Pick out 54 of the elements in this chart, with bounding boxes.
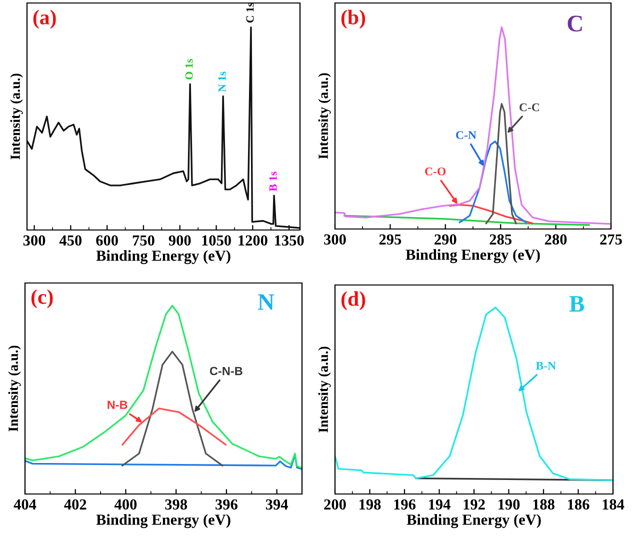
x-tick-label: 600 (96, 235, 118, 246)
x-tick-label: 290 (434, 234, 456, 245)
x-tick-label: 400 (114, 499, 137, 510)
chart-title: (a) (33, 10, 56, 29)
annotation: C-C (520, 103, 540, 112)
annotation: N (258, 294, 274, 310)
x-axis-title: Binding Energy (eV) (406, 514, 541, 528)
y-axis-title: Intensity (a.u.) (318, 346, 331, 432)
x-tick-label: 190 (498, 499, 520, 510)
y-axis-title: Intensity (a.u.) (318, 73, 331, 159)
y-axis-title: Intensity (a.u.) (10, 74, 23, 160)
x-tick-label: 188 (533, 499, 554, 510)
annotation: C-O (425, 167, 446, 176)
annotation: C-N (456, 131, 476, 140)
x-tick-label: 184 (602, 499, 624, 510)
x-tick-label: 280 (544, 234, 567, 245)
annotation: C-N-B (210, 366, 242, 376)
x-tick-label: 750 (132, 235, 154, 246)
x-tick-label: 192 (464, 499, 485, 510)
x-tick-label: 402 (64, 499, 86, 510)
x-tick-label: 900 (168, 235, 191, 246)
x-tick-label: 1350 (275, 235, 304, 246)
x-tick-label: 295 (379, 234, 402, 245)
x-tick-label: 450 (59, 235, 82, 246)
x-tick-label: 396 (216, 499, 238, 510)
annotation: C 1s (246, 2, 254, 23)
annotation: B 1s (269, 172, 277, 192)
x-tick-label: 1050 (202, 235, 231, 246)
chart-title: (b) (341, 10, 366, 29)
x-axis-title: Binding Energy (eV) (96, 250, 230, 264)
x-tick-label: 394 (266, 499, 288, 510)
x-tick-label: 275 (600, 234, 622, 245)
annotation: B-N (536, 362, 556, 370)
x-tick-label: 300 (23, 235, 46, 246)
annotation: B (569, 296, 584, 312)
chart-title: (c) (31, 289, 53, 308)
x-tick-label: 196 (394, 499, 416, 510)
x-tick-label: 398 (165, 499, 188, 510)
x-tick-label: 194 (429, 499, 450, 510)
x-axis-title: Binding Energy (eV) (96, 514, 230, 528)
x-tick-label: 198 (360, 499, 381, 510)
x-tick-label: 285 (490, 234, 512, 245)
annotation: N 1s (218, 72, 226, 92)
annotation: O 1s (185, 58, 193, 80)
x-axis-title: Binding Energy (eV) (406, 249, 540, 264)
x-tick-label: 300 (324, 234, 346, 245)
chart-title: (d) (341, 291, 366, 310)
x-tick-label: 200 (324, 499, 346, 510)
x-tick-label: 404 (14, 499, 36, 510)
x-tick-label: 1200 (238, 235, 268, 246)
annotation: N-B (108, 400, 128, 409)
annotation: C (568, 16, 582, 32)
x-tick-label: 186 (568, 499, 590, 510)
y-axis-title: Intensity (a.u.) (8, 346, 21, 432)
